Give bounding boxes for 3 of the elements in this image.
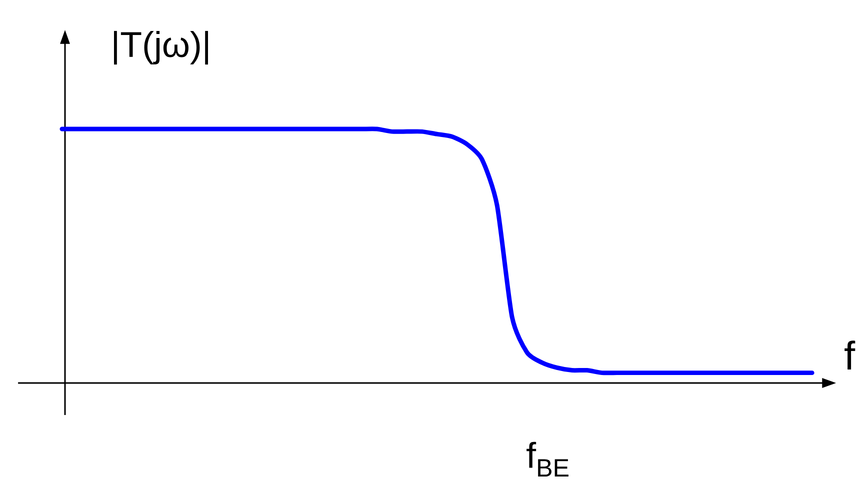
y-axis-title: |T(jω)| — [114, 30, 208, 65]
x-axis-title: f — [844, 340, 856, 370]
text: f$_{BE}$ — [526, 442, 568, 477]
